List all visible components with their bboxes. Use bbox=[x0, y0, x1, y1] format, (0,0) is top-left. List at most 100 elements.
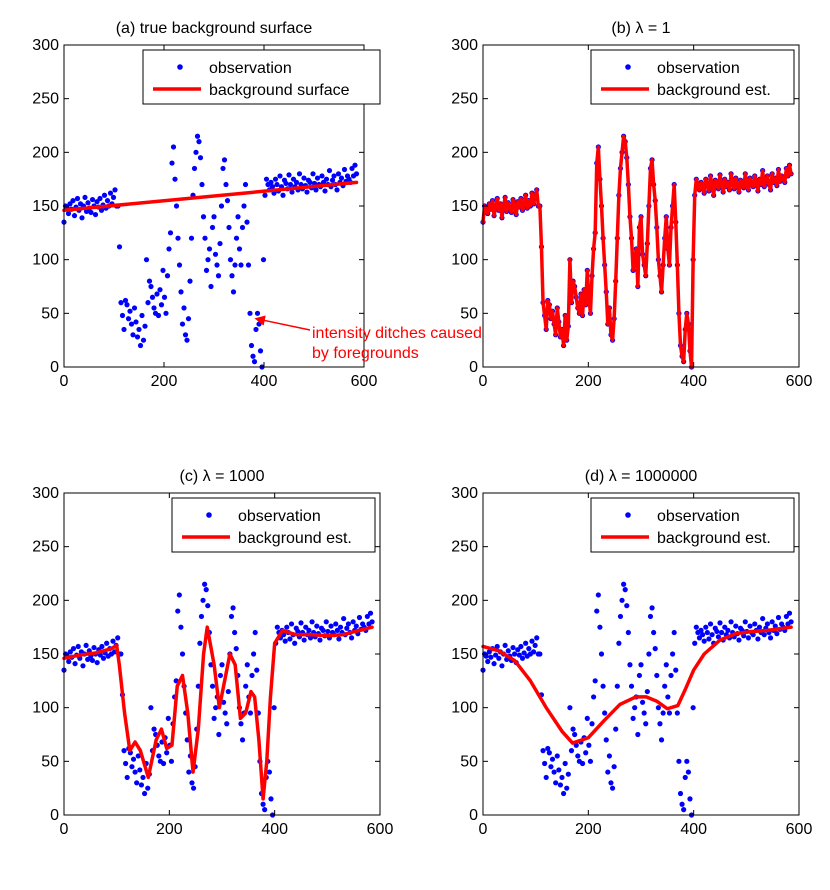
x-tick-label: 0 bbox=[60, 821, 69, 838]
observation-point bbox=[134, 780, 140, 786]
y-tick-label: 50 bbox=[460, 753, 478, 770]
observation-point bbox=[132, 769, 138, 775]
observation-point bbox=[518, 643, 524, 650]
observation-point bbox=[296, 171, 303, 177]
observation-point bbox=[303, 624, 309, 630]
observation-point bbox=[156, 753, 162, 759]
observation-point bbox=[565, 771, 571, 777]
legend-box bbox=[590, 49, 795, 105]
observation-point bbox=[326, 167, 333, 174]
observation-point bbox=[627, 662, 633, 668]
observation-point bbox=[583, 750, 589, 756]
observation-point bbox=[100, 655, 107, 661]
observation-point bbox=[250, 353, 256, 359]
observation-point bbox=[244, 662, 250, 668]
observation-point bbox=[769, 619, 775, 625]
observation-point bbox=[350, 619, 356, 625]
observation-point bbox=[197, 640, 203, 646]
observation-point bbox=[72, 661, 78, 667]
observation-point bbox=[209, 224, 216, 231]
observation-point bbox=[169, 160, 175, 166]
observation-point bbox=[532, 642, 538, 649]
observation-point bbox=[698, 627, 704, 633]
observation-point bbox=[486, 649, 492, 655]
observation-point bbox=[559, 774, 565, 781]
observation-point bbox=[605, 769, 611, 775]
observation-point bbox=[158, 302, 165, 308]
observation-point bbox=[570, 726, 576, 732]
annotation-line-1: intensity ditches caused bbox=[312, 325, 482, 342]
observation-point bbox=[625, 629, 631, 636]
observation-point bbox=[597, 624, 603, 630]
observation-point bbox=[622, 587, 628, 593]
observation-point bbox=[704, 629, 710, 636]
legend-observation-label: observation bbox=[657, 508, 740, 525]
observation-point bbox=[286, 172, 292, 178]
observation-point bbox=[85, 656, 91, 662]
observation-point bbox=[140, 337, 147, 343]
observation-point bbox=[242, 181, 249, 188]
observation-point bbox=[218, 203, 225, 209]
observation-point bbox=[549, 756, 556, 762]
observation-point bbox=[115, 635, 121, 641]
observation-point bbox=[239, 224, 246, 231]
observation-point bbox=[168, 758, 175, 764]
observation-point bbox=[639, 699, 646, 705]
observation-point bbox=[269, 184, 276, 190]
observation-point bbox=[523, 640, 529, 646]
observation-point bbox=[568, 748, 575, 754]
observation-point bbox=[335, 171, 342, 177]
observation-point bbox=[215, 273, 222, 279]
observation-point bbox=[715, 634, 722, 640]
observation-point bbox=[189, 780, 195, 786]
observation-point bbox=[74, 195, 81, 202]
observation-point bbox=[745, 635, 752, 641]
observation-point bbox=[241, 203, 247, 209]
observation-point bbox=[133, 319, 139, 325]
observation-point bbox=[750, 632, 756, 638]
observation-point bbox=[232, 629, 238, 636]
y-tick-label: 200 bbox=[32, 592, 59, 609]
observation-point bbox=[274, 624, 280, 630]
observation-point bbox=[179, 651, 186, 657]
observation-point bbox=[356, 614, 363, 621]
observation-point bbox=[130, 332, 136, 338]
observation-point bbox=[206, 246, 213, 252]
x-tick-label: 0 bbox=[479, 373, 488, 390]
observation-point bbox=[203, 587, 209, 593]
observation-point bbox=[674, 710, 680, 716]
observation-point bbox=[164, 273, 171, 279]
observation-point bbox=[483, 653, 489, 659]
legend-observation-label: observation bbox=[238, 508, 321, 525]
observation-point bbox=[245, 262, 252, 268]
observation-point bbox=[338, 175, 345, 181]
observation-point bbox=[589, 721, 595, 727]
observation-point bbox=[230, 289, 237, 295]
observation-point bbox=[764, 621, 771, 627]
observation-point bbox=[135, 753, 141, 759]
y-tick-label: 50 bbox=[41, 753, 59, 770]
observation-point bbox=[334, 187, 340, 193]
observation-point bbox=[94, 659, 100, 666]
observation-point bbox=[249, 672, 255, 679]
annotation: intensity ditches caused by foregrounds bbox=[254, 315, 482, 362]
observation-point bbox=[685, 769, 692, 775]
observation-point bbox=[256, 321, 262, 327]
observation-point bbox=[107, 190, 114, 196]
observation-point bbox=[337, 624, 344, 630]
observation-point bbox=[761, 632, 767, 638]
background-line bbox=[62, 180, 359, 213]
y-tick-label: 250 bbox=[451, 91, 478, 108]
panel-a: 0 200 400 600 0 50 100 150 200 250 300 (a) true bac… bbox=[32, 20, 482, 390]
observation-point bbox=[783, 613, 789, 620]
observation-point bbox=[247, 710, 254, 716]
observation-point bbox=[236, 246, 243, 252]
observation-point bbox=[692, 640, 698, 646]
observation-point bbox=[670, 651, 676, 657]
observation-point bbox=[137, 342, 144, 349]
observation-point bbox=[167, 230, 174, 236]
observation-point bbox=[232, 262, 238, 268]
observation-point bbox=[551, 769, 557, 775]
legend-box bbox=[142, 49, 381, 105]
observation-point bbox=[572, 731, 578, 738]
